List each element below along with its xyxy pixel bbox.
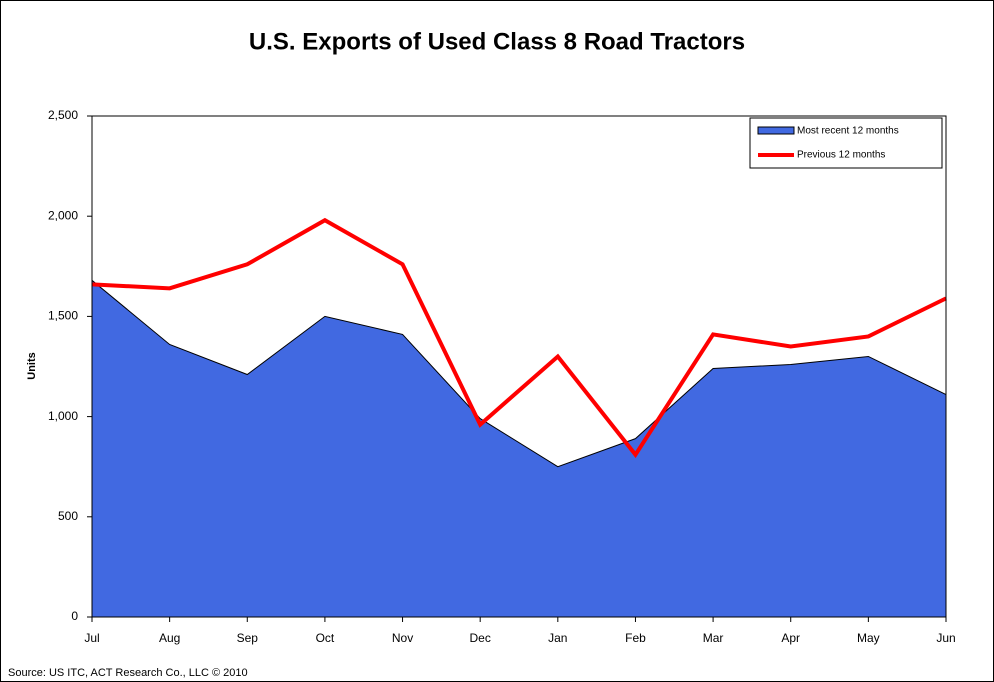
y-tick-label: 0 <box>71 609 78 623</box>
x-tick-label: Oct <box>316 631 335 645</box>
y-axis-label: Units <box>26 352 38 380</box>
plot-border <box>91 115 947 618</box>
area <box>91 279 947 618</box>
line <box>91 217 947 459</box>
x-tick-label: Dec <box>470 631 491 645</box>
x-tick-label: Mar <box>703 631 724 645</box>
legend-label: Most recent 12 months <box>797 126 899 137</box>
x-tick-label: Jan <box>548 631 567 645</box>
x-tick-label: May <box>857 631 880 645</box>
x-tick-label: Jul <box>84 631 99 645</box>
y-tick-label: 2,000 <box>48 208 78 222</box>
source-note: Source: US ITC, ACT Research Co., LLC © … <box>8 667 248 679</box>
x-tick-label: Apr <box>781 631 800 645</box>
x-tick-label: Feb <box>625 631 646 645</box>
y-tick-label: 2,500 <box>48 108 78 122</box>
y-tick-label: 500 <box>58 509 78 523</box>
chart-title: U.S. Exports of Used Class 8 Road Tracto… <box>249 28 745 55</box>
x-tick-label: Sep <box>237 631 259 645</box>
legend-swatch <box>757 126 795 135</box>
legend-label: Previous 12 months <box>797 150 885 161</box>
y-tick-label: 1,500 <box>48 309 78 323</box>
x-tick-label: Nov <box>392 631 413 645</box>
x-tick-label: Jun <box>936 631 955 645</box>
x-tick-label: Aug <box>159 631 180 645</box>
y-tick-label: 1,000 <box>48 409 78 423</box>
legend-box <box>749 117 943 169</box>
